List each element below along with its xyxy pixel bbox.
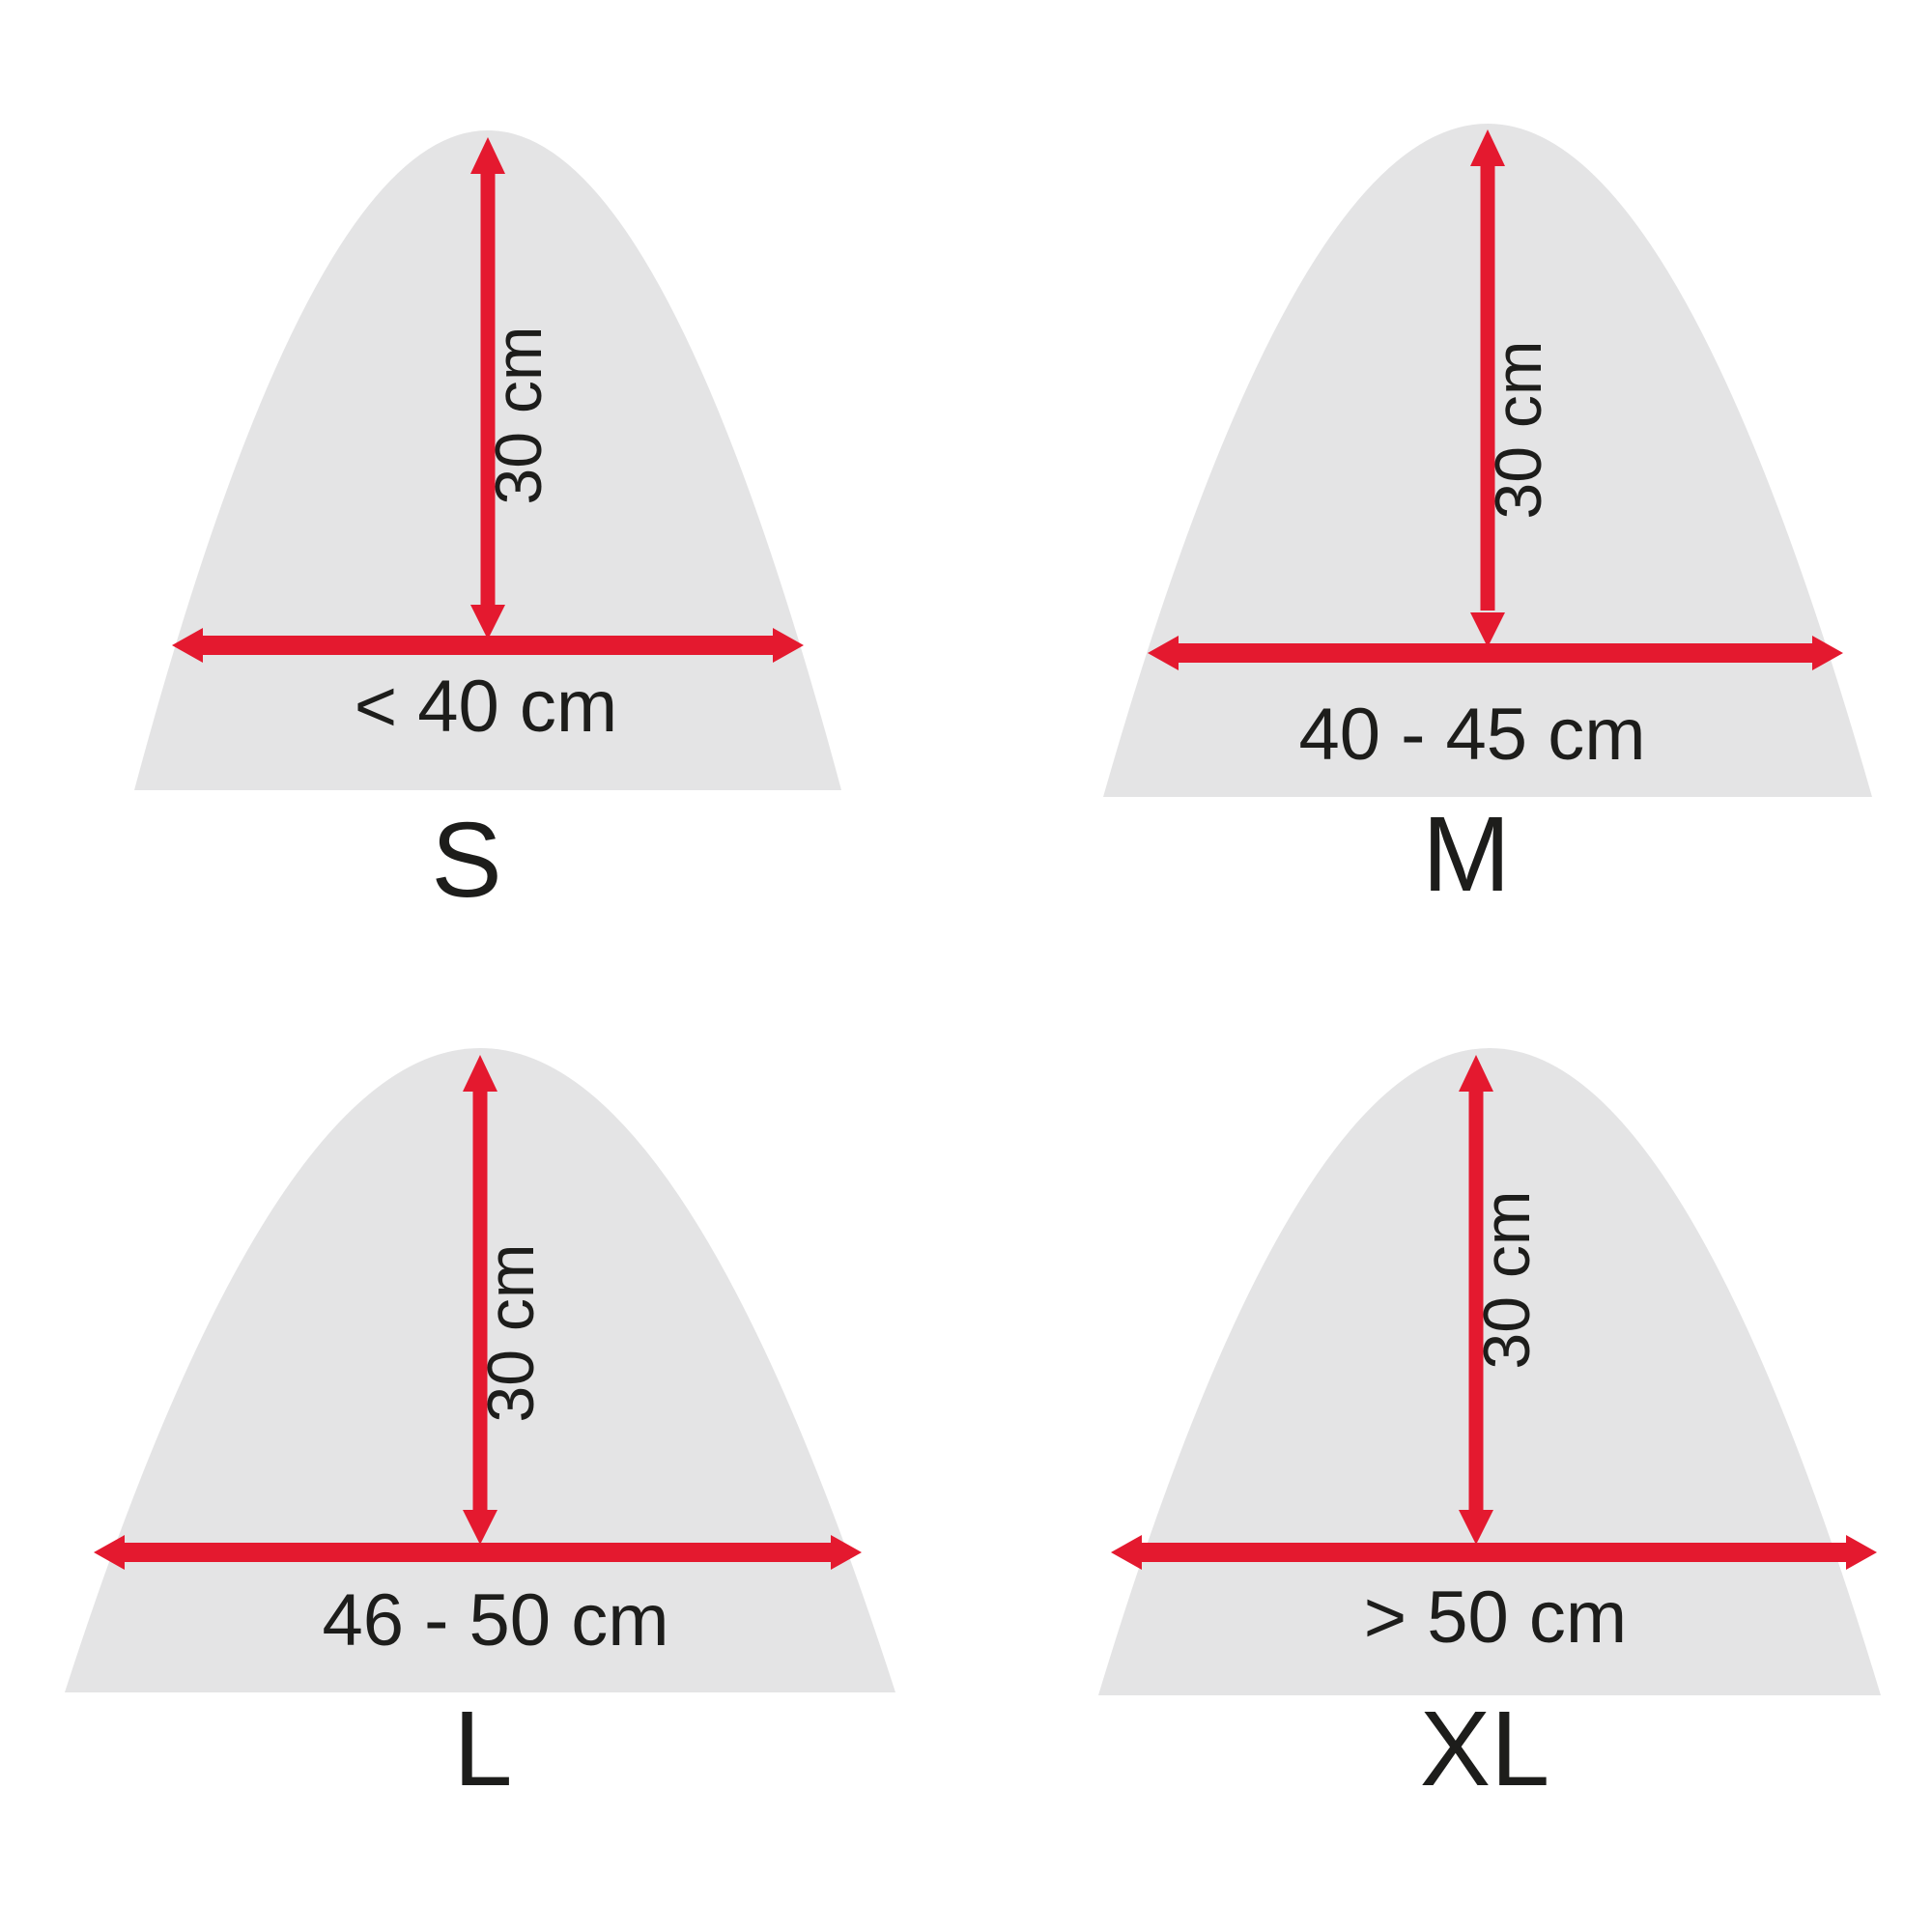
size-xl-height-arrow-icon bbox=[1459, 1055, 1493, 1545]
arrow-head-up-icon bbox=[1459, 1055, 1493, 1092]
size-m-width-arrow-icon bbox=[1148, 636, 1843, 670]
arrow-head-right-icon bbox=[1846, 1535, 1877, 1570]
size-label: S bbox=[431, 801, 501, 920]
size-panel-l: 30 cm 46 - 50 cm L bbox=[65, 1048, 895, 1808]
arrow-bar bbox=[472, 1090, 488, 1510]
arrow-bar bbox=[189, 636, 786, 655]
arrow-bar bbox=[480, 172, 496, 609]
size-xl-dome bbox=[1098, 1048, 1881, 1695]
width-label: > 50 cm bbox=[1364, 1577, 1627, 1659]
size-panel-m: 30 cm 40 - 45 cm M bbox=[1103, 124, 1872, 914]
arrow-head-up-icon bbox=[470, 137, 505, 174]
size-panel-xl: 30 cm > 50 cm XL bbox=[1098, 1048, 1881, 1808]
height-label: 30 cm bbox=[1470, 1190, 1544, 1369]
arrow-head-down-icon bbox=[463, 1510, 497, 1545]
width-label: 46 - 50 cm bbox=[322, 1579, 668, 1662]
size-label: M bbox=[1422, 795, 1511, 914]
arrow-bar bbox=[1128, 1543, 1860, 1562]
arrow-head-down-icon bbox=[470, 605, 505, 639]
arrow-head-left-icon bbox=[1111, 1535, 1142, 1570]
size-l-height-arrow-icon bbox=[463, 1055, 497, 1545]
size-panel-s: 30 cm < 40 cm S bbox=[134, 130, 841, 920]
width-label: 40 - 45 cm bbox=[1298, 694, 1645, 776]
size-xl-width-arrow-icon bbox=[1111, 1535, 1877, 1570]
size-s-height-arrow-icon bbox=[470, 137, 505, 639]
size-m-height-arrow-icon bbox=[1470, 129, 1505, 647]
arrow-bar bbox=[1165, 643, 1826, 663]
height-label: 30 cm bbox=[482, 326, 555, 504]
arrow-bar bbox=[1480, 164, 1495, 611]
size-l-width-arrow-icon bbox=[94, 1535, 862, 1570]
width-label: < 40 cm bbox=[355, 666, 617, 748]
arrow-head-left-icon bbox=[94, 1535, 125, 1570]
arrow-bar bbox=[1468, 1090, 1484, 1510]
size-label: L bbox=[453, 1690, 512, 1808]
height-label: 30 cm bbox=[474, 1243, 548, 1422]
arrow-head-left-icon bbox=[1148, 636, 1179, 670]
arrow-head-left-icon bbox=[172, 628, 203, 663]
arrow-head-down-icon bbox=[1459, 1510, 1493, 1545]
arrow-bar bbox=[111, 1543, 844, 1562]
arrow-head-up-icon bbox=[463, 1055, 497, 1092]
arrow-head-down-icon bbox=[1470, 612, 1505, 647]
arrow-head-right-icon bbox=[831, 1535, 862, 1570]
arrow-head-up-icon bbox=[1470, 129, 1505, 166]
size-s-width-arrow-icon bbox=[172, 628, 804, 663]
size-label: XL bbox=[1420, 1690, 1550, 1808]
arrow-head-right-icon bbox=[773, 628, 804, 663]
arrow-head-right-icon bbox=[1812, 636, 1843, 670]
height-label: 30 cm bbox=[1482, 340, 1555, 519]
